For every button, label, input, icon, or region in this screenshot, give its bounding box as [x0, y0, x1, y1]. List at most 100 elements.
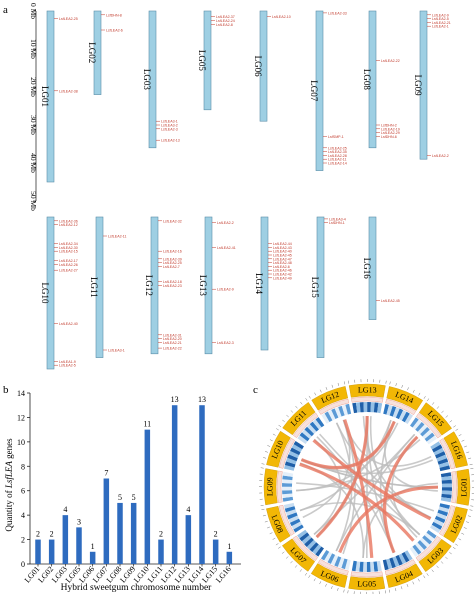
- heatmap-cell: [440, 472, 452, 478]
- gene-label: LsfLEA2-40: [273, 250, 292, 254]
- gene-label: LsfLEA3-1: [108, 349, 125, 353]
- gene-label: LsfLEA2-36: [59, 219, 78, 223]
- gene-label: LsfDHN-8: [106, 13, 122, 17]
- gene-label: LsfLEA2-17: [59, 259, 78, 263]
- chromosome-name: LG05: [197, 50, 207, 71]
- circos-links: [296, 415, 439, 559]
- mb-scale-axis: 0 Mb 10 Mb 20 Mb 30 Mb 40 Mb 50 Mb: [29, 3, 38, 211]
- circos-tick-ring: [258, 378, 474, 594]
- bar-lg10: [144, 429, 151, 564]
- gene-label: LsfLEA2-32: [163, 219, 182, 223]
- heatmap-cell: [309, 542, 319, 553]
- chromosome-name: LG02: [87, 42, 97, 63]
- heatmap-cell: [324, 411, 333, 423]
- heatmap-cell: [426, 530, 437, 539]
- heatmap-cell: [441, 493, 452, 499]
- bar-lg01: [35, 539, 41, 564]
- heatmap-cell: [352, 402, 358, 414]
- heatmap-cell: [321, 413, 330, 424]
- heatmap-cell: [282, 496, 294, 502]
- density-track: [351, 396, 384, 403]
- chromosome-name: LG16: [362, 258, 372, 279]
- bar-chart-xlabel: Hybrid sweetgum chromosome number: [61, 583, 212, 593]
- circos-segment-lg09: LG09: [263, 468, 278, 506]
- gene-label: LsfLEA2-45: [273, 254, 292, 258]
- heatmap-cell: [282, 471, 294, 477]
- heatmap-cell: [373, 402, 379, 413]
- chromosome-name: LG07: [309, 80, 319, 101]
- circos-link: [299, 501, 421, 536]
- gene-label: LsfLEA2-26: [59, 263, 78, 267]
- heatmap-cell: [285, 457, 297, 465]
- bar-value-label: 2: [214, 530, 218, 539]
- bar-value-label: 3: [77, 517, 81, 526]
- heatmap-cell: [327, 409, 336, 421]
- heatmap-cell: [293, 524, 304, 533]
- bar-lg06: [89, 551, 96, 564]
- heatmap-cell: [412, 544, 422, 555]
- gene-label: LsfLEA1-9: [59, 360, 76, 364]
- heatmap-cell: [435, 451, 446, 459]
- gene-label: LsfLEA2-41: [217, 246, 236, 250]
- panel-a-chromosome-map: 0 Mb 10 Mb 20 Mb 30 Mb 40 Mb 50 Mb LG01 LsfLEA…: [29, 3, 451, 370]
- heatmap-cell: [324, 551, 333, 563]
- heatmap-cell: [287, 454, 298, 462]
- bar-value-label: 7: [104, 469, 108, 478]
- bar-lg16: [226, 551, 233, 564]
- heatmap-cell: [430, 441, 441, 450]
- scale-tick-label: 30 Mb: [29, 115, 38, 135]
- chromosome-name: LG11: [89, 277, 99, 298]
- bar-value-label: 11: [143, 420, 151, 429]
- circos-link: [312, 439, 432, 521]
- heatmap-cell: [414, 542, 425, 553]
- chromosome-bar: [46, 10, 55, 183]
- heatmap-cell: [366, 561, 371, 572]
- density-track: [318, 559, 349, 576]
- heatmap-cell: [370, 561, 375, 572]
- gene-label: LsfLEA2-42: [273, 273, 292, 277]
- panel-c-label: c: [253, 384, 258, 396]
- chromosome-lg13: LG13 LsfLEA2-2 LsfLEA2-41 LsfLEA2-9 LsfLEA2-…: [198, 216, 236, 355]
- heatmap-cell: [422, 429, 433, 440]
- heatmap-cell: [304, 426, 315, 437]
- bar-value-label: 4: [186, 505, 190, 514]
- chromosome-band: [443, 506, 468, 544]
- heatmap-cell: [431, 444, 443, 453]
- chromosome-band: [263, 468, 278, 506]
- heatmap-cell: [283, 502, 295, 509]
- gene-label: LsfLEA3-2: [161, 124, 178, 128]
- density-track: [276, 470, 283, 503]
- chromosome-band: [348, 576, 386, 591]
- circos-segment-lg13: LG13: [348, 383, 386, 398]
- bar-lg11: [158, 539, 164, 564]
- gene-label: LsfLEA2-28: [328, 154, 347, 158]
- gene-label: LsfLEA2-37: [216, 15, 235, 19]
- heatmap-cell: [422, 535, 433, 545]
- gene-label: LsfLEA2-9: [217, 288, 234, 292]
- heatmap-cell: [436, 454, 447, 462]
- heatmap-cell: [282, 483, 293, 487]
- circos-segment-lg16: LG16: [443, 431, 468, 469]
- heatmap-cell: [398, 553, 407, 565]
- heatmap-cell: [304, 537, 314, 547]
- heatmap-cell: [441, 479, 452, 484]
- density-track: [451, 471, 458, 504]
- gene-label: LsfLEA2-2: [432, 154, 449, 158]
- circos-link: [382, 435, 419, 554]
- chromosome-band: [282, 538, 316, 572]
- heatmap-cell: [401, 411, 410, 423]
- heatmap-cell: [376, 560, 382, 572]
- gene-label: LsfLEA2-34: [59, 242, 78, 246]
- x-tick-label: LG16: [214, 565, 233, 585]
- heatmap-cell: [282, 493, 293, 499]
- gene-label: LsfLEA2-15: [59, 250, 78, 254]
- gene-label: LsfLEA2-6: [273, 265, 290, 269]
- heatmap-cell: [282, 486, 293, 491]
- chromosome-lg11: LG11 LsfLEA2-11 LsfLEA3-1: [89, 216, 127, 358]
- density-track: [278, 504, 295, 536]
- heatmap-cell: [417, 540, 427, 550]
- circos-segment-lg14: LG14: [386, 386, 424, 411]
- gene-label: LsfLEA2-11: [108, 235, 127, 239]
- heatmap-cell: [441, 487, 452, 491]
- heatmap-cell: [436, 512, 447, 520]
